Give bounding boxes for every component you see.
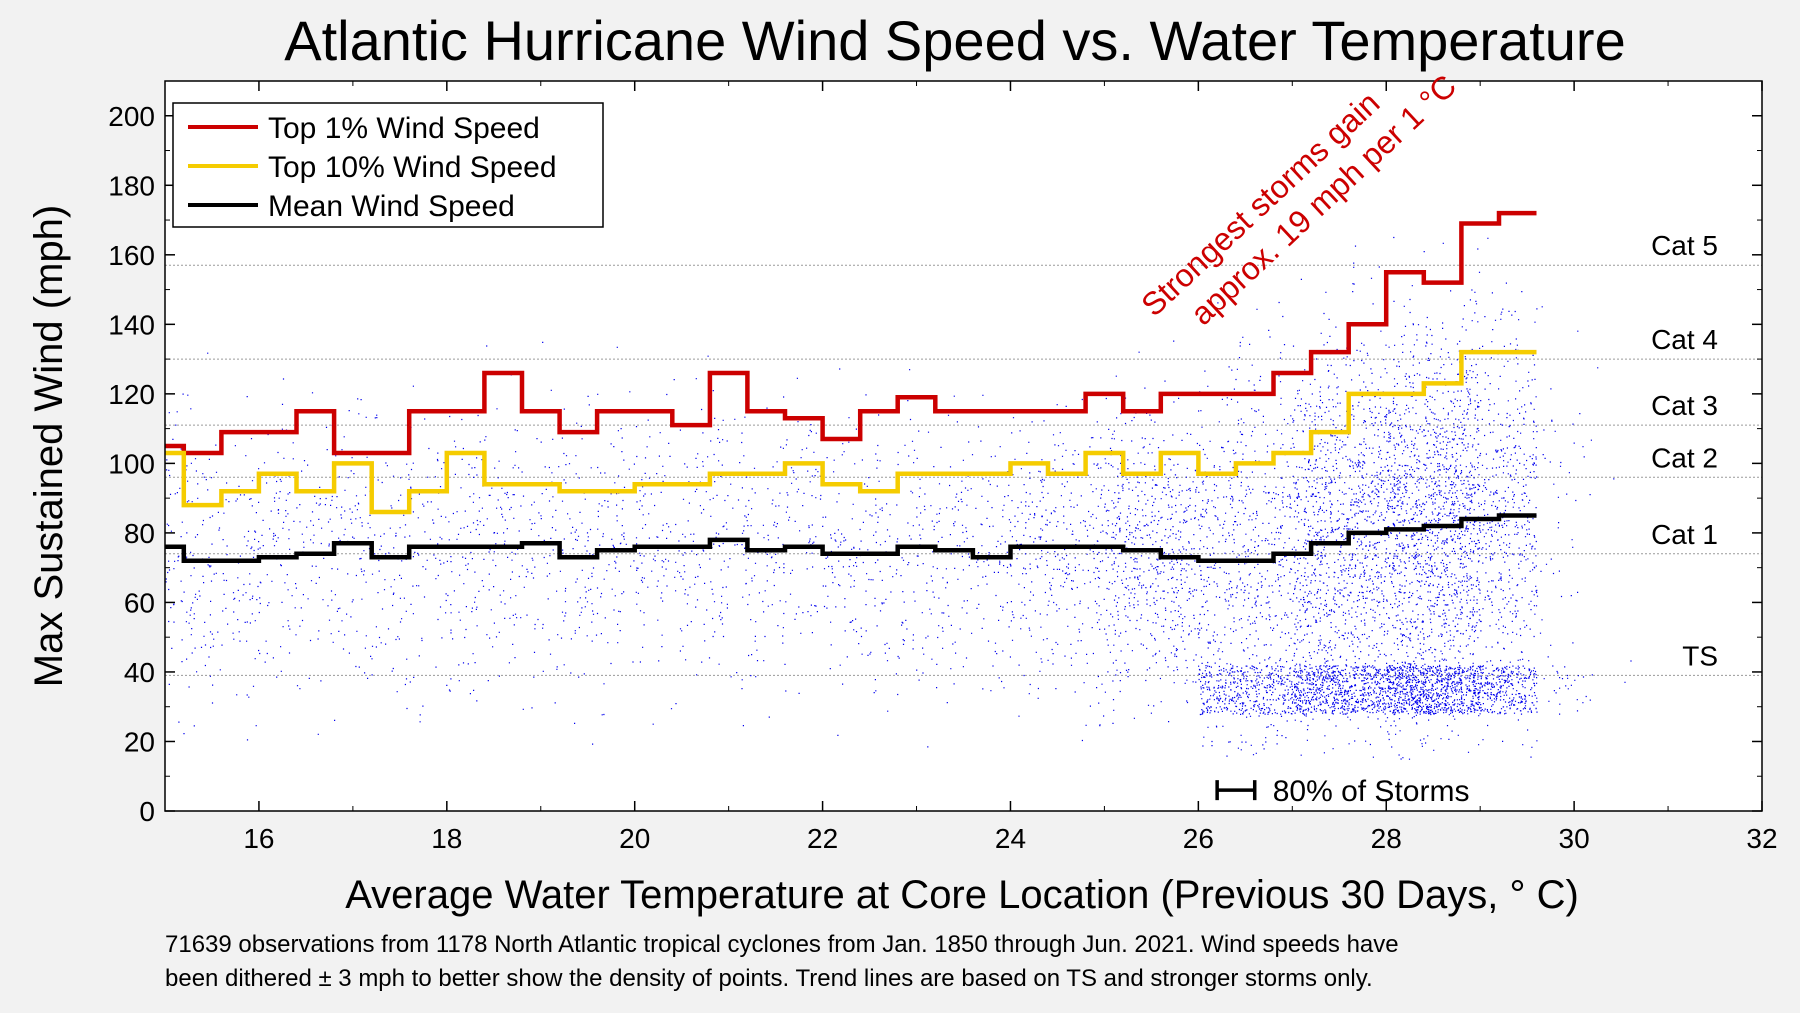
legend-entry-top10: Top 10% Wind Speed xyxy=(268,151,557,184)
x-axis-label: Average Water Temperature at Core Locati… xyxy=(345,873,1579,917)
y-tick-label-10: 200 xyxy=(108,101,155,132)
category-label-3: Cat 3 xyxy=(1651,390,1718,421)
category-label-0: TS xyxy=(1682,640,1718,671)
footnote-line-1: 71639 observations from 1178 North Atlan… xyxy=(165,931,1399,958)
x-tick-label-2: 20 xyxy=(619,823,650,854)
series-line-2 xyxy=(165,513,1537,563)
plot-frame xyxy=(164,80,1763,812)
y-tick-label-1: 20 xyxy=(124,726,155,757)
x-tick-label-4: 24 xyxy=(995,823,1026,854)
y-tick-label-4: 80 xyxy=(124,518,155,549)
series-line-1 xyxy=(165,349,1537,515)
y-tick-label-9: 180 xyxy=(108,170,155,201)
x-tick-label-6: 28 xyxy=(1371,823,1402,854)
x-tick-label-0: 16 xyxy=(243,823,274,854)
y-tick-label-7: 140 xyxy=(108,309,155,340)
legend-entry-top1: Top 1% Wind Speed xyxy=(268,112,540,145)
legend-entry-mean: Mean Wind Speed xyxy=(268,190,515,223)
series-line-0 xyxy=(165,210,1537,456)
category-label-4: Cat 4 xyxy=(1651,324,1718,355)
y-tick-label-0: 0 xyxy=(139,796,155,827)
category-lines: TS Cat 1 Cat 2 Cat 3 Cat 4 Cat 5 xyxy=(165,230,1762,676)
x-tick-label-8: 32 xyxy=(1746,823,1777,854)
y-tick-label-3: 60 xyxy=(124,587,155,618)
y-tick-label-2: 40 xyxy=(124,657,155,688)
y-axis-label: Max Sustained Wind (mph) xyxy=(27,205,71,687)
legend: Top 1% Wind Speed Top 10% Wind Speed Mea… xyxy=(172,102,604,228)
trend-lines xyxy=(165,210,1537,563)
category-label-2: Cat 2 xyxy=(1651,442,1718,473)
storms-bar xyxy=(1215,780,1257,801)
x-tick-label-5: 26 xyxy=(1183,823,1214,854)
x-tick-label-1: 18 xyxy=(431,823,462,854)
y-tick-label-8: 160 xyxy=(108,240,155,271)
y-tick-label-6: 120 xyxy=(108,379,155,410)
x-tick-label-7: 30 xyxy=(1559,823,1590,854)
category-label-5: Cat 5 xyxy=(1651,230,1718,261)
x-tick-label-3: 22 xyxy=(807,823,838,854)
y-tick-label-5: 100 xyxy=(108,448,155,479)
storms-bar-label: 80% of Storms xyxy=(1273,775,1470,808)
category-label-1: Cat 1 xyxy=(1651,519,1718,550)
footnote-line-2: been dithered ± 3 mph to better show the… xyxy=(165,965,1373,992)
chart-title: Atlantic Hurricane Wind Speed vs. Water … xyxy=(284,9,1625,72)
